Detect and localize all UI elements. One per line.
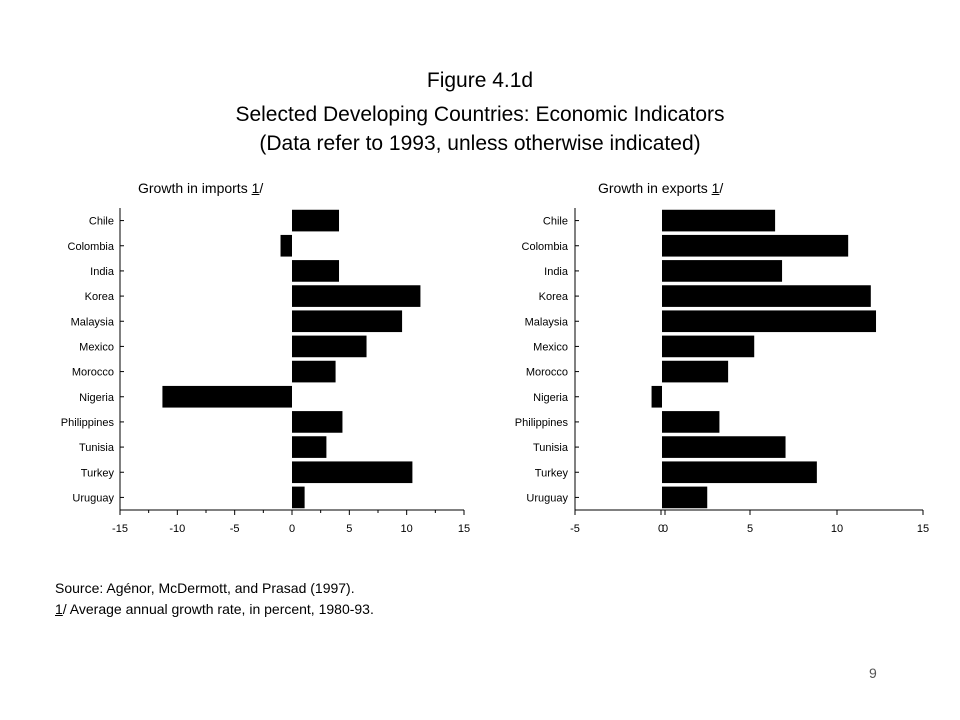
exports-title-text: Growth in exports bbox=[598, 180, 712, 196]
exports-x-tick-label: -5 bbox=[570, 523, 580, 535]
imports-category-label: Malaysia bbox=[71, 316, 115, 328]
imports-bar bbox=[162, 385, 292, 408]
exports-bar bbox=[662, 285, 871, 307]
exports-category-label: Uruguay bbox=[526, 492, 568, 504]
exports-bar bbox=[662, 486, 708, 509]
imports-bar bbox=[292, 310, 403, 333]
exports-category-label: Colombia bbox=[522, 241, 569, 253]
exports-category-label: Turkey bbox=[535, 467, 569, 479]
figure-title: Figure 4.1d bbox=[426, 69, 534, 92]
exports-category-label: Philippines bbox=[515, 417, 569, 429]
imports-category-label: Korea bbox=[85, 291, 115, 303]
imports-x-tick-label: 10 bbox=[401, 523, 413, 535]
imports-category-label: Tunisia bbox=[79, 442, 115, 454]
exports-chart-title: Growth in exports 1/ bbox=[598, 181, 723, 195]
exports-title-mark: 1 bbox=[711, 180, 720, 196]
imports-category-label: Chile bbox=[89, 216, 114, 228]
imports-title-suffix: / bbox=[259, 180, 264, 196]
imports-bar bbox=[280, 234, 292, 257]
exports-bar bbox=[651, 385, 662, 408]
imports-x-tick-label: -5 bbox=[230, 523, 240, 535]
exports-bar bbox=[662, 461, 817, 484]
imports-x-tick-label: 0 bbox=[289, 523, 295, 535]
imports-bar bbox=[292, 461, 413, 484]
exports-x-tick-label: 5 bbox=[747, 523, 753, 535]
imports-bar bbox=[292, 486, 305, 509]
exports-x-tick-label: 15 bbox=[917, 523, 929, 535]
exports-bar bbox=[662, 411, 720, 433]
imports-category-label: Turkey bbox=[81, 467, 115, 479]
imports-bar bbox=[292, 360, 336, 383]
imports-x-tick-label: 15 bbox=[458, 523, 470, 535]
exports-bar bbox=[662, 310, 877, 333]
imports-bar bbox=[292, 436, 327, 458]
exports-x-tick-label: 10 bbox=[831, 523, 843, 535]
imports-bar bbox=[292, 335, 367, 358]
imports-category-label: Uruguay bbox=[72, 492, 114, 504]
source-note: Source: Agénor, McDermott, and Prasad (1… bbox=[55, 580, 355, 596]
exports-x-tick-label: 0 bbox=[658, 523, 664, 535]
imports-bar bbox=[292, 411, 343, 433]
exports-category-label: Korea bbox=[539, 291, 569, 303]
footnote-text: / Average annual growth rate, in percent… bbox=[62, 601, 374, 617]
exports-bar bbox=[662, 335, 755, 358]
imports-title-mark: 1 bbox=[251, 180, 260, 196]
imports-title-text: Growth in imports bbox=[138, 180, 252, 196]
exports-category-label: Mexico bbox=[533, 341, 568, 353]
figure-subtitle: Selected Developing Countries: Economic … bbox=[235, 103, 725, 126]
imports-bar bbox=[292, 285, 421, 307]
figure-note: (Data refer to 1993, unless otherwise in… bbox=[259, 132, 701, 155]
page-number: 9 bbox=[869, 665, 877, 681]
imports-category-label: Colombia bbox=[68, 241, 115, 253]
imports-bar bbox=[292, 260, 340, 282]
exports-title-suffix: / bbox=[719, 180, 724, 196]
imports-category-label: Nigeria bbox=[79, 392, 115, 404]
exports-category-label: Nigeria bbox=[533, 392, 569, 404]
exports-category-label: Tunisia bbox=[533, 442, 569, 454]
imports-category-label: Mexico bbox=[79, 341, 114, 353]
imports-x-tick-label: -10 bbox=[169, 523, 185, 535]
imports-chart-title: Growth in imports 1/ bbox=[138, 181, 263, 195]
imports-x-tick-label: 5 bbox=[346, 523, 352, 535]
imports-x-tick-label: -15 bbox=[112, 523, 128, 535]
exports-bar bbox=[662, 360, 729, 383]
exports-category-label: Malaysia bbox=[525, 316, 569, 328]
imports-bar bbox=[292, 209, 340, 232]
exports-category-label: Chile bbox=[543, 216, 568, 228]
exports-bar bbox=[662, 234, 849, 257]
footnote-mark: 1 bbox=[55, 601, 63, 617]
exports-bar bbox=[662, 209, 776, 232]
exports-category-label: India bbox=[544, 266, 569, 278]
exports-bar bbox=[662, 436, 786, 458]
footnote: 1/ Average annual growth rate, in percen… bbox=[55, 602, 374, 616]
imports-category-label: Philippines bbox=[61, 417, 115, 429]
exports-bar bbox=[662, 260, 783, 282]
exports-x-tick-label: 0 bbox=[662, 523, 668, 535]
imports-category-label: Morocco bbox=[72, 367, 114, 379]
imports-category-label: India bbox=[90, 266, 115, 278]
exports-category-label: Morocco bbox=[526, 367, 568, 379]
